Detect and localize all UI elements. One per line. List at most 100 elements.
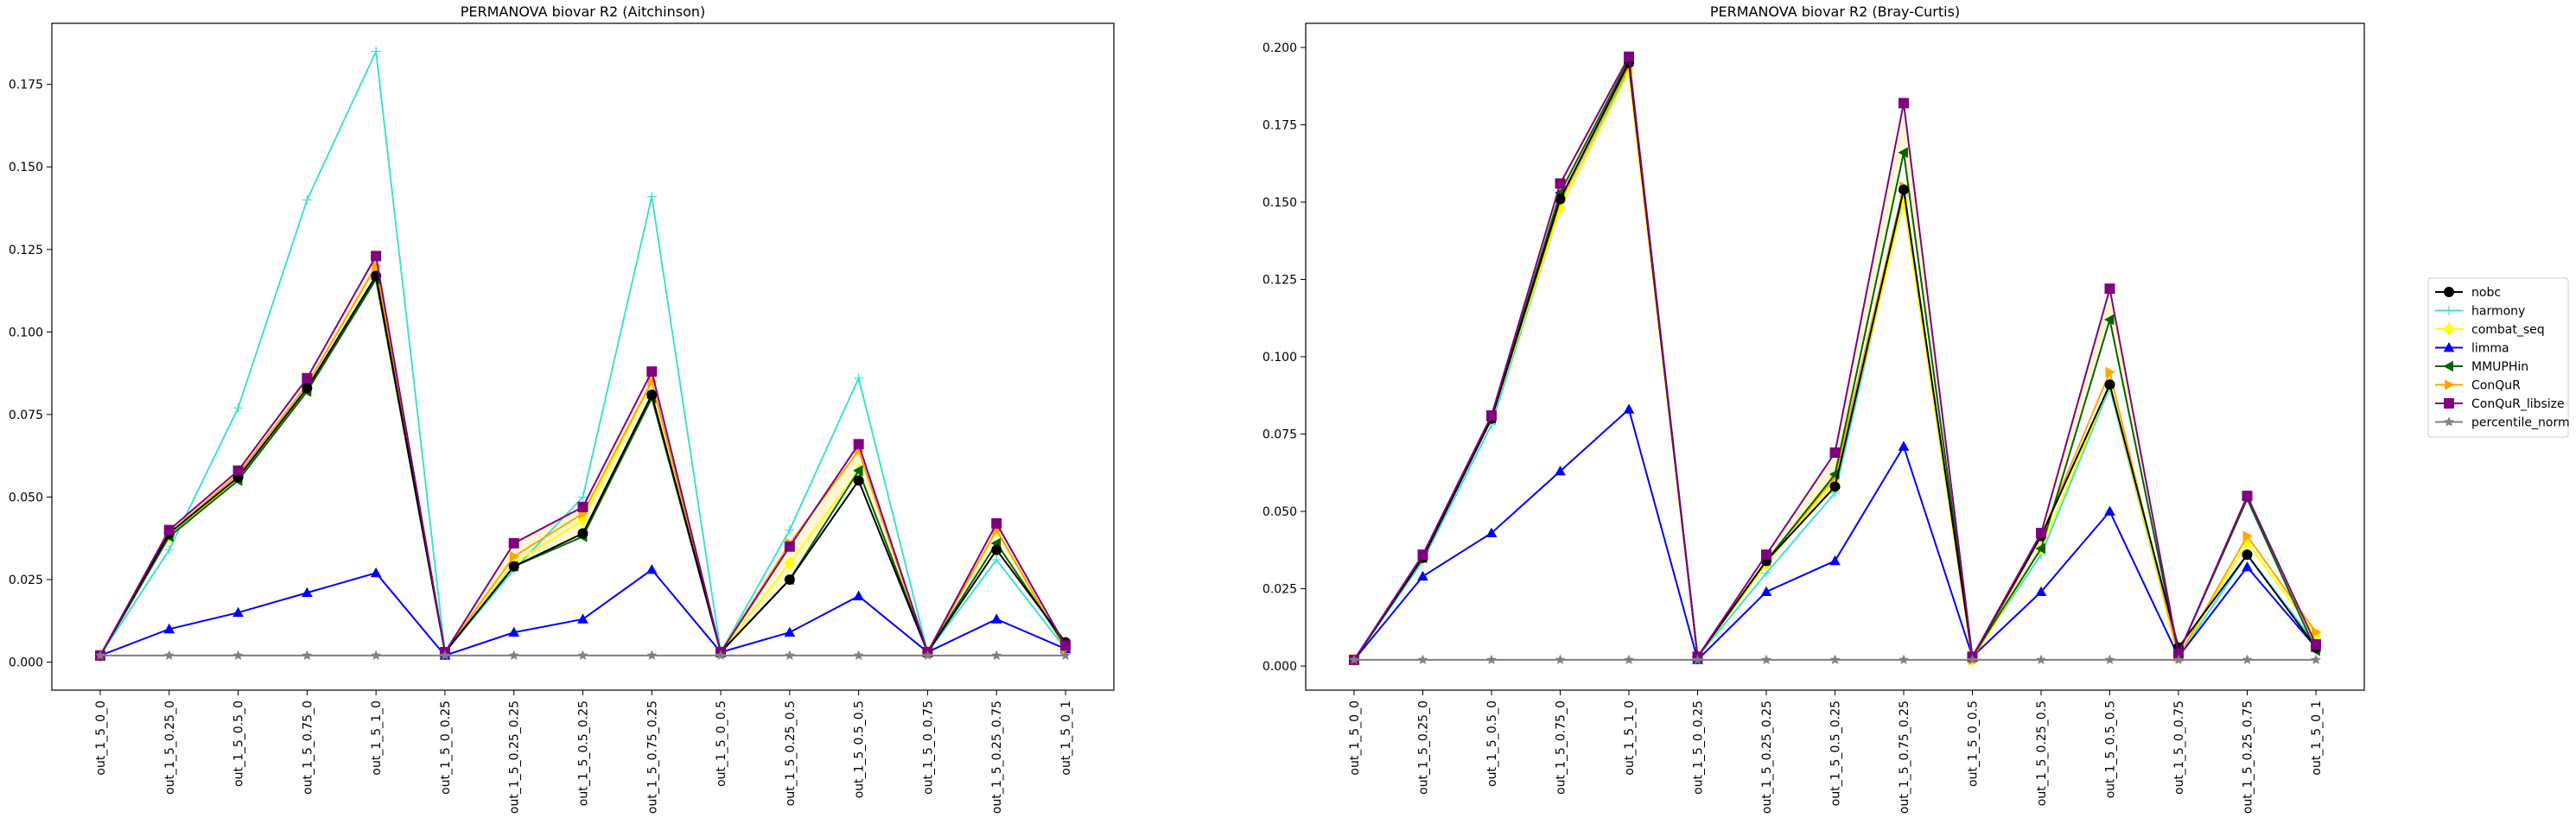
data-point-ConQuR_libsize [2104, 283, 2115, 295]
data-point-percentile_norm [853, 650, 864, 660]
y-tick-label: 0.050 [9, 491, 43, 504]
series-line-ConQuR_libsize [99, 253, 1066, 656]
data-point-percentile_norm [2311, 654, 2321, 664]
data-point-harmony [233, 403, 244, 413]
x-tick-label: out_1_5_0_0.75 [2172, 701, 2186, 795]
data-point-limma [646, 563, 658, 574]
data-point-harmony [854, 373, 864, 384]
y-tick-label: 0.100 [1263, 351, 1297, 365]
x-tick-label: out_1_5_0_0.5 [715, 701, 728, 787]
legend-label-ConQuR: ConQuR [2471, 379, 2521, 393]
y-tick-label: 0.125 [1263, 273, 1297, 287]
data-point-percentile_norm [163, 650, 175, 660]
y-tick-label: 0.025 [1263, 583, 1297, 597]
data-point-percentile_norm [1486, 654, 1497, 664]
data-point-limma [1623, 403, 1635, 414]
data-point-ConQuR_libsize [853, 439, 864, 450]
y-tick-label: 0.075 [9, 409, 43, 422]
legend-label-combat_seq: combat_seq [2471, 323, 2545, 337]
data-point-limma [232, 606, 244, 618]
legend-label-harmony: harmony [2471, 305, 2525, 319]
data-point-percentile_norm [1692, 654, 1703, 664]
y-tick-label: 0.050 [1263, 505, 1297, 519]
series-line-ConQuR [1353, 62, 2317, 663]
data-point-percentile_norm [439, 650, 450, 660]
data-point-ConQuR_libsize [2036, 528, 2046, 539]
data-point-nobc [784, 574, 795, 585]
data-point-limma [577, 613, 588, 624]
data-point-limma [2104, 505, 2115, 516]
data-point-percentile_norm [1761, 654, 1771, 664]
data-point-percentile_norm [577, 650, 588, 660]
data-point-limma [1829, 555, 1841, 566]
data-point-percentile_norm [922, 650, 933, 660]
data-point-nobc [508, 561, 519, 572]
x-tick-label: out_1_5_0.5_0.5 [853, 701, 867, 798]
x-tick-label: out_1_5_0.25_0.75 [990, 701, 1004, 814]
data-point-harmony [302, 194, 312, 205]
x-tick-label: out_1_5_0_1 [1059, 701, 1073, 776]
y-tick-label: 0.000 [9, 656, 43, 670]
x-tick-label: out_1_5_0_0 [1348, 701, 1362, 776]
data-point-percentile_norm [2173, 654, 2184, 664]
data-point-ConQuR_libsize [1899, 98, 1909, 109]
data-point-ConQuR_libsize [1486, 410, 1497, 422]
data-point-nobc [646, 389, 658, 400]
data-point-limma [1555, 465, 1566, 476]
data-point-percentile_norm [1060, 650, 1071, 660]
data-point-percentile_norm [646, 650, 658, 660]
data-point-limma [1485, 527, 1498, 538]
x-tick-label: out_1_5_0.5_0 [1485, 701, 1499, 787]
legend-label-ConQuR_libsize: ConQuR_libsize [2471, 397, 2565, 411]
data-point-ConQuR_libsize [1555, 178, 1566, 189]
data-point-ConQuR_libsize [1060, 640, 1071, 651]
y-tick-label: 0.200 [1263, 41, 1297, 55]
data-point-ConQuR_libsize [784, 541, 795, 552]
y-tick-label: 0.100 [9, 326, 43, 339]
x-tick-label: out_1_5_0.25_0.5 [2035, 701, 2049, 806]
x-tick-label: out_1_5_0.25_0.25 [508, 701, 522, 814]
x-tick-label: out_1_5_0.75_0 [301, 701, 315, 795]
data-point-percentile_norm [232, 650, 244, 660]
legend-marker-percentile_norm [2444, 416, 2454, 427]
data-point-percentile_norm [1829, 654, 1841, 664]
y-tick-label: 0.075 [1263, 428, 1297, 442]
data-point-ConQuR_libsize [232, 465, 244, 476]
data-point-harmony [371, 46, 381, 56]
x-tick-label: out_1_5_0.75_0.25 [1898, 701, 1911, 814]
data-point-percentile_norm [991, 650, 1002, 660]
x-tick-label: out_1_5_0_0.75 [921, 701, 935, 795]
data-point-combat_seq [784, 555, 795, 570]
data-point-percentile_norm [2036, 654, 2046, 664]
x-tick-label: out_1_5_0.25_0.75 [2242, 701, 2255, 814]
data-point-MMUPHin [853, 465, 863, 477]
data-point-harmony [164, 545, 175, 555]
data-point-percentile_norm [716, 650, 727, 660]
x-tick-label: out_1_5_0.5_0.25 [1829, 701, 1843, 806]
legend-marker-ConQuR [2445, 379, 2455, 390]
x-tick-label: out_1_5_0_0.25 [439, 701, 453, 795]
x-tick-label: out_1_5_0_1 [2310, 701, 2324, 776]
series-line-nobc [1353, 60, 2317, 661]
panel-1: PERMANOVA biovar R2 (Aitchinson) 0.000 0.0… [9, 3, 1115, 814]
data-point-limma [784, 626, 796, 637]
x-tick-label: out_1_5_1_0 [1623, 701, 1637, 776]
data-point-ConQuR_libsize [2311, 639, 2321, 650]
data-point-nobc [2104, 379, 2115, 390]
x-tick-label: out_1_5_0.25_0.25 [1760, 701, 1774, 814]
series-line-harmony [1353, 66, 2317, 661]
data-point-percentile_norm [1417, 654, 1428, 664]
data-point-percentile_norm [508, 650, 519, 660]
series-band-fill [100, 256, 1065, 656]
y-tick-label: 0.125 [9, 244, 43, 257]
data-point-ConQuR_libsize [646, 366, 658, 377]
panel-2: PERMANOVA biovar R2 (Bray-Curtis) 0.000 0.… [1263, 3, 2365, 814]
data-point-percentile_norm [2104, 654, 2115, 664]
data-point-percentile_norm [95, 650, 105, 660]
x-tick-label: out_1_5_0_0.5 [1967, 701, 1981, 787]
data-point-ConQuR [647, 376, 658, 388]
series-line-MMUPHin [1353, 56, 2317, 661]
data-point-limma [2242, 561, 2253, 572]
data-point-ConQuR_libsize [508, 537, 519, 549]
data-point-ConQuR_libsize [1624, 51, 1634, 62]
